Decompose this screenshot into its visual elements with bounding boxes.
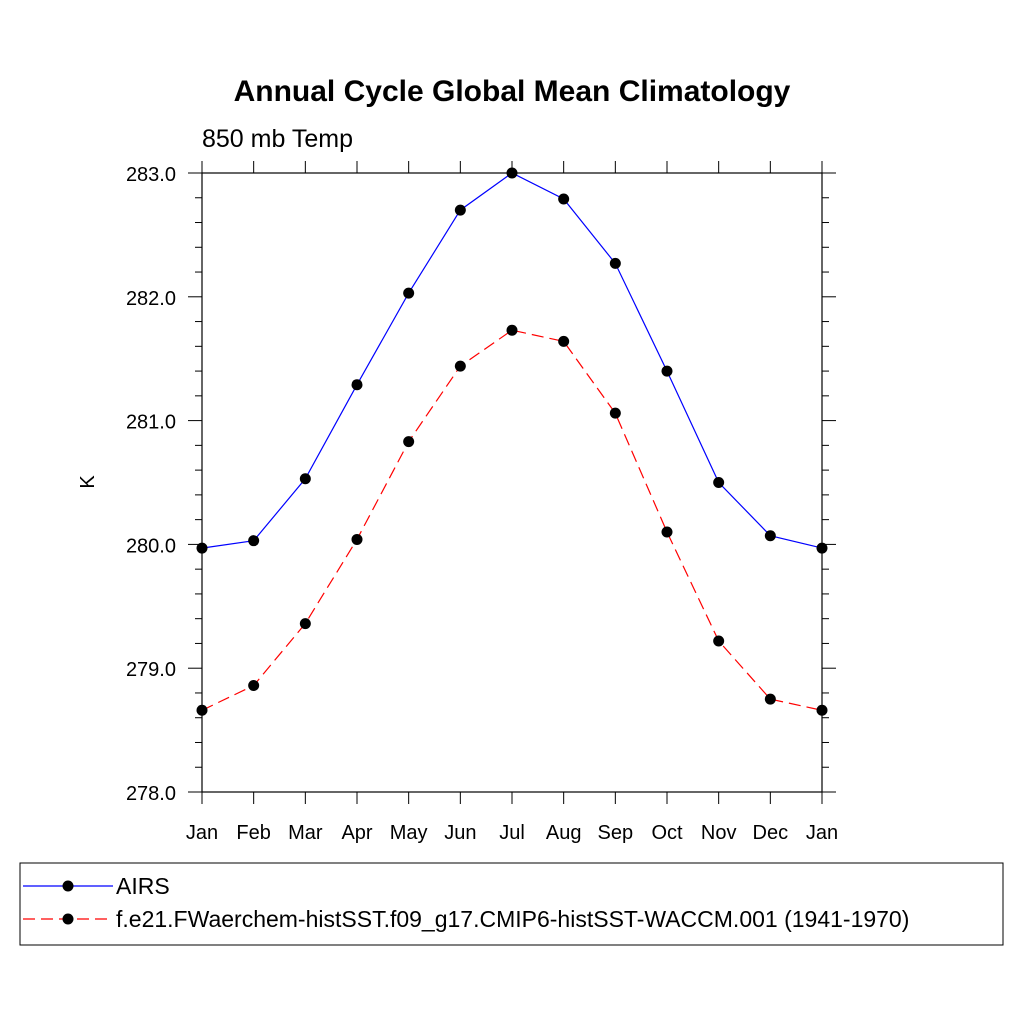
x-tick-label: Aug: [546, 822, 582, 844]
y-tick-label: 283.0: [126, 164, 176, 186]
chart-subtitle: 850 mb Temp: [202, 125, 353, 153]
series-1-point: [506, 324, 518, 336]
y-tick-label: 279.0: [126, 659, 176, 681]
series-line-0: [201, 172, 823, 549]
series-0-point: [196, 542, 208, 554]
chart-title: Annual Cycle Global Mean Climatology: [234, 75, 791, 108]
x-tick-label: Oct: [651, 822, 683, 844]
series-1-point: [713, 635, 725, 647]
series-1-point: [351, 533, 363, 545]
y-tick-label: 278.0: [126, 783, 176, 805]
series-1-point: [403, 436, 415, 448]
legend-label-1: f.e21.FWaerchem-histSST.f09_g17.CMIP6-hi…: [116, 906, 909, 932]
series-1-point: [816, 704, 828, 716]
legend-marker-0: [62, 880, 74, 892]
x-tick-label: Mar: [288, 822, 323, 844]
x-tick-label: Sep: [598, 822, 634, 844]
y-tick-label: 280.0: [126, 535, 176, 557]
series-1-point: [196, 704, 208, 716]
series-0-point: [816, 542, 828, 554]
x-tick-label: Apr: [341, 822, 372, 844]
x-tick-label: Jan: [186, 822, 218, 844]
x-tick-label: Feb: [236, 822, 270, 844]
plot-frame: [201, 172, 823, 793]
legend-marker-1: [62, 913, 74, 925]
series-line-1: [201, 329, 823, 711]
series-1-point: [609, 407, 621, 419]
x-tick-label: Nov: [701, 822, 737, 844]
y-axis-label: K: [77, 475, 99, 489]
legend-box: [19, 862, 1004, 946]
x-tick-label: Jun: [444, 822, 476, 844]
series-0-point: [558, 193, 570, 205]
series-1-point: [248, 680, 260, 692]
legend-label-0: AIRS: [116, 873, 170, 899]
series-0-point: [403, 287, 415, 299]
x-tick-label: May: [390, 822, 428, 844]
series-1-point: [661, 526, 673, 538]
series-0-point: [351, 379, 363, 391]
series-1-point: [558, 335, 570, 347]
series-0-point: [454, 204, 466, 216]
y-tick-label: 281.0: [126, 412, 176, 434]
x-tick-label: Dec: [753, 822, 789, 844]
plot-axes: Jan Feb Mar Apr May Jun Jul Aug Sep Oct Nov Dec Jan 2…: [126, 161, 838, 844]
series-layer: [196, 167, 828, 716]
series-0-point: [661, 365, 673, 377]
series-0-point: [713, 477, 725, 488]
series-0-point: [609, 257, 621, 269]
series-0-point: [248, 535, 260, 547]
legend: AIRS f.e21.FWaerchem-histSST.f09_g17.CMIP…: [19, 862, 1004, 946]
series-1-point: [764, 693, 776, 705]
x-tick-label: Jan: [806, 822, 838, 844]
series-1-point: [454, 360, 466, 372]
series-0-point: [764, 530, 776, 542]
series-0-point: [299, 473, 311, 485]
x-tick-label: Jul: [499, 822, 525, 844]
series-0-point: [506, 167, 518, 179]
series-1-point: [299, 618, 311, 630]
y-tick-label: 282.0: [126, 288, 176, 310]
